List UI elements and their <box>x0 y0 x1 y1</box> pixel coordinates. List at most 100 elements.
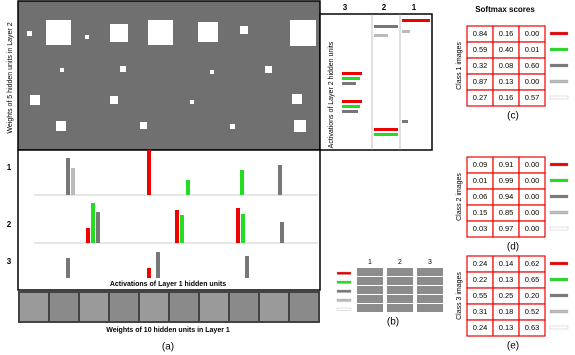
row-label: 1 <box>7 163 12 172</box>
weight-tile <box>290 293 318 321</box>
layer1-activation-bars <box>66 150 284 278</box>
class-swatch <box>549 79 569 84</box>
score: 0.16 <box>499 29 514 38</box>
class-swatch <box>336 289 352 293</box>
score: 0.01 <box>473 176 488 185</box>
column-label: 2 <box>398 259 402 266</box>
class-swatch <box>549 309 569 314</box>
class-swatch <box>549 63 569 68</box>
score: 0.59 <box>473 45 488 54</box>
sample-image <box>387 268 413 276</box>
sample-image <box>387 277 413 285</box>
score: 0.00 <box>525 29 540 38</box>
column-label: 3 <box>428 259 432 266</box>
caption: (d) <box>507 242 519 253</box>
score: 0.97 <box>499 224 514 233</box>
class-swatch <box>549 31 569 36</box>
score: 0.22 <box>473 275 488 284</box>
column-label: 1 <box>368 259 372 266</box>
class-label: Class 3 images <box>456 272 463 320</box>
layer2-activations-label: Activations of Layer 2 hidden units <box>328 41 335 148</box>
class-swatch <box>549 162 569 167</box>
sample-image <box>357 304 383 312</box>
sample-image <box>417 295 443 303</box>
class-swatch <box>336 280 352 284</box>
score: 0.16 <box>499 93 514 102</box>
layer1-activations-box <box>17 149 321 291</box>
class-swatch <box>549 178 569 183</box>
table-cell <box>518 89 546 107</box>
score: 0.32 <box>473 61 488 70</box>
score: 0.24 <box>473 259 488 268</box>
score: 0.57 <box>525 93 540 102</box>
score: 0.84 <box>473 29 488 38</box>
weight-tile <box>80 293 108 321</box>
score: 0.13 <box>499 77 514 86</box>
row-label: 2 <box>7 220 12 229</box>
layer2-activation-bars <box>342 19 430 136</box>
score: 0.85 <box>499 208 514 217</box>
sample-image <box>357 268 383 276</box>
score: 0.99 <box>499 176 514 185</box>
score: 0.65 <box>525 275 540 284</box>
sample-image <box>357 277 383 285</box>
class-swatch <box>549 277 569 282</box>
score: 0.08 <box>499 61 514 70</box>
weight-tile <box>200 293 228 321</box>
sample-image <box>387 286 413 294</box>
score: 0.60 <box>525 61 540 70</box>
class-swatch <box>336 298 352 302</box>
score: 0.00 <box>525 224 540 233</box>
row-label: 3 <box>7 257 12 266</box>
column-label: 3 <box>343 3 348 12</box>
class-swatch <box>336 271 352 275</box>
score: 0.63 <box>525 323 540 332</box>
weight-tile <box>140 293 168 321</box>
score: 0.27 <box>473 93 488 102</box>
score: 0.18 <box>499 307 514 316</box>
sample-image <box>387 304 413 312</box>
caption: (c) <box>507 111 519 122</box>
class-label: Class 1 images <box>456 42 463 90</box>
layer1-activations-label: Activations of Layer 1 hidden units <box>110 281 226 288</box>
column-label: 1 <box>412 3 417 12</box>
score: 0.87 <box>473 77 488 86</box>
class-swatch <box>549 226 569 231</box>
layer1-weights-label: Weights of 10 hidden units in Layer 1 <box>106 327 230 334</box>
sample-image <box>357 295 383 303</box>
class-swatch <box>549 210 569 215</box>
sample-image <box>417 268 443 276</box>
class-swatch <box>549 95 569 100</box>
score: 0.06 <box>473 192 488 201</box>
score: 0.31 <box>473 307 488 316</box>
weight-tile <box>50 293 78 321</box>
score: 0.14 <box>499 259 514 268</box>
score: 0.20 <box>525 291 540 300</box>
score: 0.25 <box>499 291 514 300</box>
sample-image <box>357 286 383 294</box>
class-swatch <box>336 307 352 311</box>
weight-tile <box>260 293 288 321</box>
score: 0.00 <box>525 176 540 185</box>
score: 0.00 <box>525 208 540 217</box>
caption-a: (a) <box>162 342 174 353</box>
column-label: 2 <box>382 3 387 12</box>
class-swatch <box>549 261 569 266</box>
sample-image <box>417 286 443 294</box>
class-swatch <box>549 325 569 330</box>
score: 0.15 <box>473 208 488 217</box>
weight-tile <box>230 293 258 321</box>
score: 0.91 <box>499 160 514 169</box>
sample-image <box>417 277 443 285</box>
score: 0.00 <box>525 77 540 86</box>
score: 0.55 <box>473 291 488 300</box>
weight-tile <box>20 293 48 321</box>
weight-tile <box>110 293 138 321</box>
score: 0.13 <box>499 275 514 284</box>
layer2-weights-label: Weights of 5 hidden units in Layer 2 <box>7 22 14 133</box>
score: 0.01 <box>525 45 540 54</box>
score: 0.24 <box>473 323 488 332</box>
caption-b: (b) <box>387 317 399 328</box>
